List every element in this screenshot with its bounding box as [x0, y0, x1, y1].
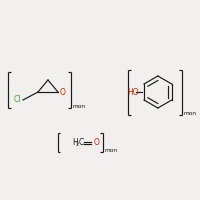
Text: mon: mon	[105, 148, 118, 153]
Text: mon: mon	[184, 111, 197, 116]
Text: O: O	[94, 138, 100, 147]
Text: C: C	[79, 138, 84, 147]
Text: HO: HO	[127, 88, 139, 97]
Text: 2: 2	[76, 142, 79, 147]
Text: Cl: Cl	[13, 96, 21, 104]
Text: mon: mon	[73, 104, 86, 109]
Text: H: H	[72, 138, 78, 147]
Text: O: O	[60, 88, 66, 97]
